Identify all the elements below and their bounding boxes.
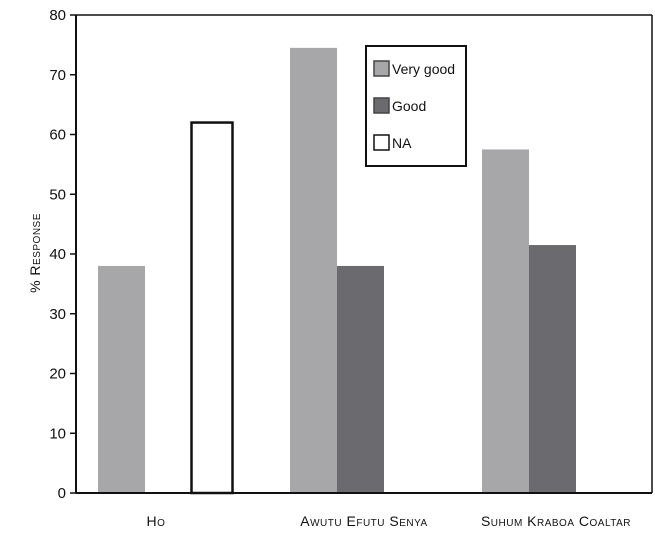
x-tick-label: Ho: [147, 513, 166, 529]
y-tick-label: 40: [49, 246, 66, 263]
bar-na-0: [190, 121, 234, 495]
legend-label: NA: [392, 135, 412, 151]
y-axis-title: % Response: [27, 213, 43, 293]
legend-swatch-na: [373, 134, 390, 151]
x-axis: Ho Awutu Efutu Senya Suhum Kraboa Coaltar: [76, 492, 652, 529]
bar-very-good-1: [290, 47, 337, 494]
plot-area: [76, 14, 653, 493]
y-tick-label: 20: [49, 366, 66, 383]
y-tick-label: 50: [49, 186, 66, 203]
y-axis: 0 10 20 30 40 50 60 70 80: [49, 7, 77, 502]
y-tick-label: 60: [49, 127, 66, 144]
legend-swatch-very-good: [373, 60, 390, 77]
legend: Very good Good NA: [365, 45, 467, 167]
y-tick-label: 70: [49, 67, 66, 84]
bar-good-2: [529, 245, 576, 493]
bar-very-good-0: [98, 265, 145, 493]
bar-good-1: [337, 265, 384, 493]
y-tick-label: 0: [58, 485, 66, 502]
x-tick-label: Suhum Kraboa Coaltar: [481, 513, 631, 529]
bars-group: [98, 47, 576, 495]
legend-label: Good: [392, 98, 426, 114]
y-tick-label: 10: [49, 425, 66, 442]
legend-swatch-good: [373, 97, 390, 114]
y-tick-label: 30: [49, 306, 66, 323]
x-tick-label: Awutu Efutu Senya: [300, 513, 427, 529]
legend-label: Very good: [392, 61, 455, 77]
y-tick-label: 80: [49, 7, 66, 24]
bar-very-good-2: [482, 149, 529, 493]
